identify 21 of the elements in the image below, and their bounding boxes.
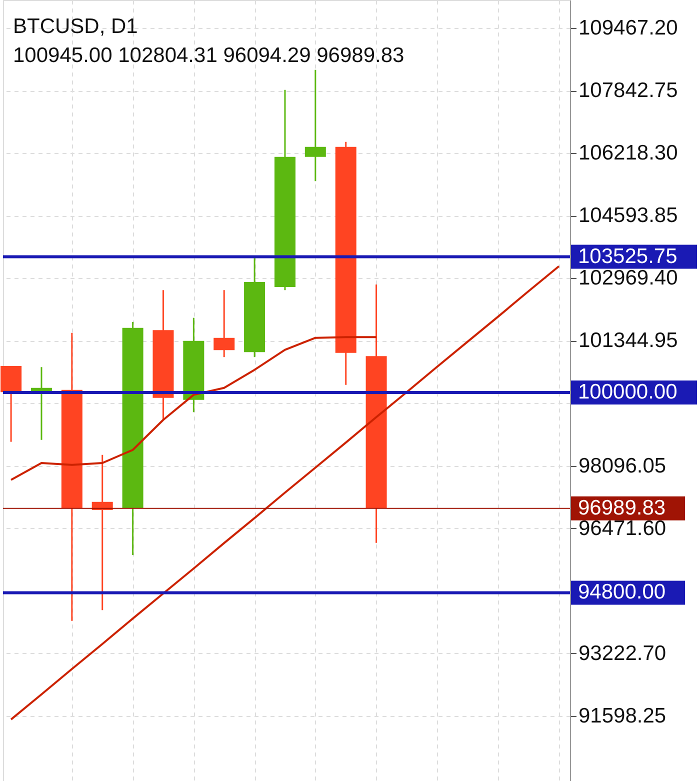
ref-line-label: 103525.75 [578,244,678,268]
ref-line-label: 94800.00 [578,580,666,604]
y-tick-label: 101344.95 [578,329,678,352]
y-tick-label: 104593.85 [578,204,678,228]
ref-line-label: 96989.83 [578,496,666,520]
candlestick [214,289,235,358]
text: 100945.00 102804.31 96094.29 96989.83 [13,44,404,67]
y-tick-label: 91598.25 [578,704,666,728]
candlestick [304,69,326,182]
y-tick-label: 106218.30 [578,142,678,165]
y-tick-label: 98096.05 [578,454,666,478]
y-tick-label: 109467.20 [578,16,678,40]
ref-line-label: 100000.00 [578,380,678,404]
text: BTCUSD, D1 [13,15,138,38]
line-series [10,265,560,720]
line-series [10,336,378,481]
y-tick-label: 96471.60 [578,516,666,540]
candlestick [30,366,52,441]
y-tick-label: 107842.75 [578,79,678,102]
y-tick-label: 102969.40 [578,266,678,290]
y-tick-label: 93222.70 [578,642,666,665]
